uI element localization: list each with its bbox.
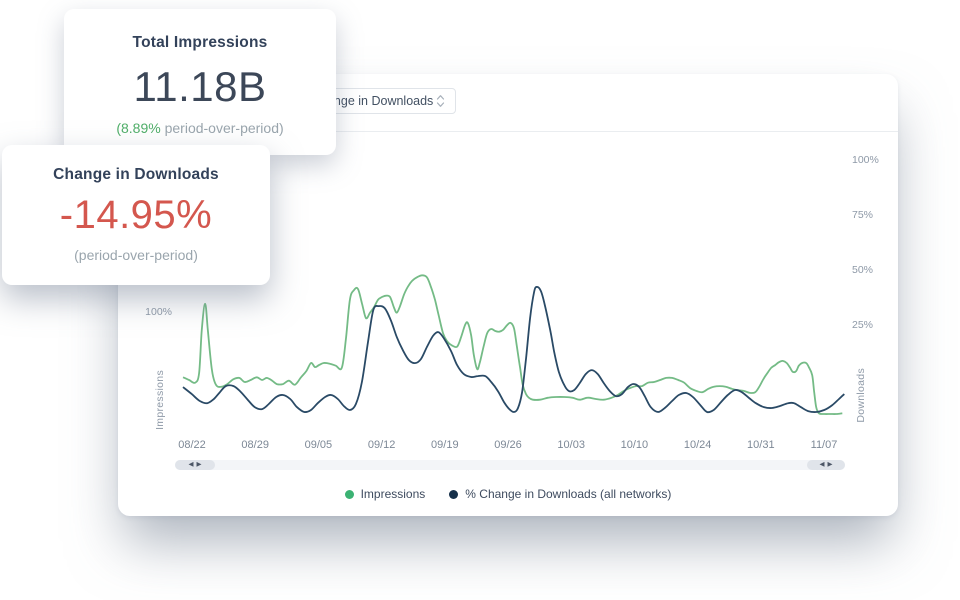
scrollbar-handle-left[interactable]: ◀ ▶ bbox=[175, 460, 215, 470]
x-axis-tick: 10/03 bbox=[557, 439, 585, 451]
card-subtitle: (8.89% period-over-period) bbox=[64, 120, 336, 136]
period-change-caption: period-over-period) bbox=[160, 120, 284, 136]
card-title: Total Impressions bbox=[132, 34, 268, 51]
chart-panel: Change in Downloads Impressions Download… bbox=[118, 74, 898, 516]
legend-item[interactable]: % Change in Downloads (all networks) bbox=[449, 487, 671, 501]
metric-dropdown-value: Change in Downloads bbox=[311, 94, 434, 108]
line-chart[interactable] bbox=[175, 152, 845, 432]
scroll-left-arrow-icon: ◀ bbox=[188, 460, 194, 468]
series-line-left bbox=[182, 274, 843, 415]
x-axis-tick: 10/24 bbox=[683, 439, 712, 451]
card-title: Change in Downloads bbox=[53, 166, 219, 183]
right-axis-tick: 75% bbox=[852, 208, 874, 221]
card-subtitle: (period-over-period) bbox=[74, 247, 198, 263]
scroll-left-arrow-icon: ◀ bbox=[819, 460, 825, 468]
legend-label: % Change in Downloads (all networks) bbox=[465, 487, 672, 501]
change-in-downloads-card: Change in Downloads -14.95% (period-over… bbox=[2, 145, 270, 285]
right-axis-tick: 25% bbox=[852, 319, 874, 332]
chart-scrollbar[interactable]: ◀ ▶ ◀ ▶ bbox=[175, 460, 845, 470]
x-axis-tick: 10/10 bbox=[620, 439, 649, 451]
x-axis-tick: 08/29 bbox=[241, 439, 269, 451]
x-axis-tick: 09/26 bbox=[494, 439, 522, 451]
card-value: -14.95% bbox=[59, 193, 213, 237]
x-axis-tick: 10/31 bbox=[747, 439, 775, 451]
x-axis-tick: 09/05 bbox=[304, 439, 333, 451]
legend-dot-icon bbox=[344, 489, 354, 499]
left-axis-tick: 100% bbox=[145, 305, 172, 318]
x-axis-tick: 09/19 bbox=[431, 439, 459, 451]
chart-legend: Impressions % Change in Downloads (all ne… bbox=[118, 487, 898, 501]
right-axis-tick: 50% bbox=[852, 263, 874, 276]
scrollbar-handle-right[interactable]: ◀ ▶ bbox=[807, 460, 845, 470]
x-axis-tick: 08/22 bbox=[178, 439, 206, 451]
scroll-right-arrow-icon: ▶ bbox=[196, 460, 202, 468]
legend-label: Impressions bbox=[360, 487, 426, 501]
scroll-right-arrow-icon: ▶ bbox=[827, 460, 833, 468]
series-line-right bbox=[182, 286, 845, 414]
left-axis-title: Impressions bbox=[154, 370, 166, 430]
total-impressions-card: Total Impressions 11.18B (8.89% period-o… bbox=[64, 9, 336, 155]
legend-dot-icon bbox=[449, 489, 459, 499]
right-axis-title: Downloads bbox=[855, 368, 867, 423]
header-divider bbox=[118, 131, 898, 132]
x-axis-tick: 11/07 bbox=[810, 439, 838, 451]
updown-chevron-icon bbox=[436, 95, 445, 107]
x-axis-tick: 09/12 bbox=[367, 439, 396, 451]
card-value: 11.18B bbox=[133, 63, 267, 110]
legend-item[interactable]: Impressions bbox=[344, 487, 426, 501]
right-axis-tick: 100% bbox=[852, 153, 879, 166]
period-change-positive: (8.89% bbox=[116, 120, 161, 136]
